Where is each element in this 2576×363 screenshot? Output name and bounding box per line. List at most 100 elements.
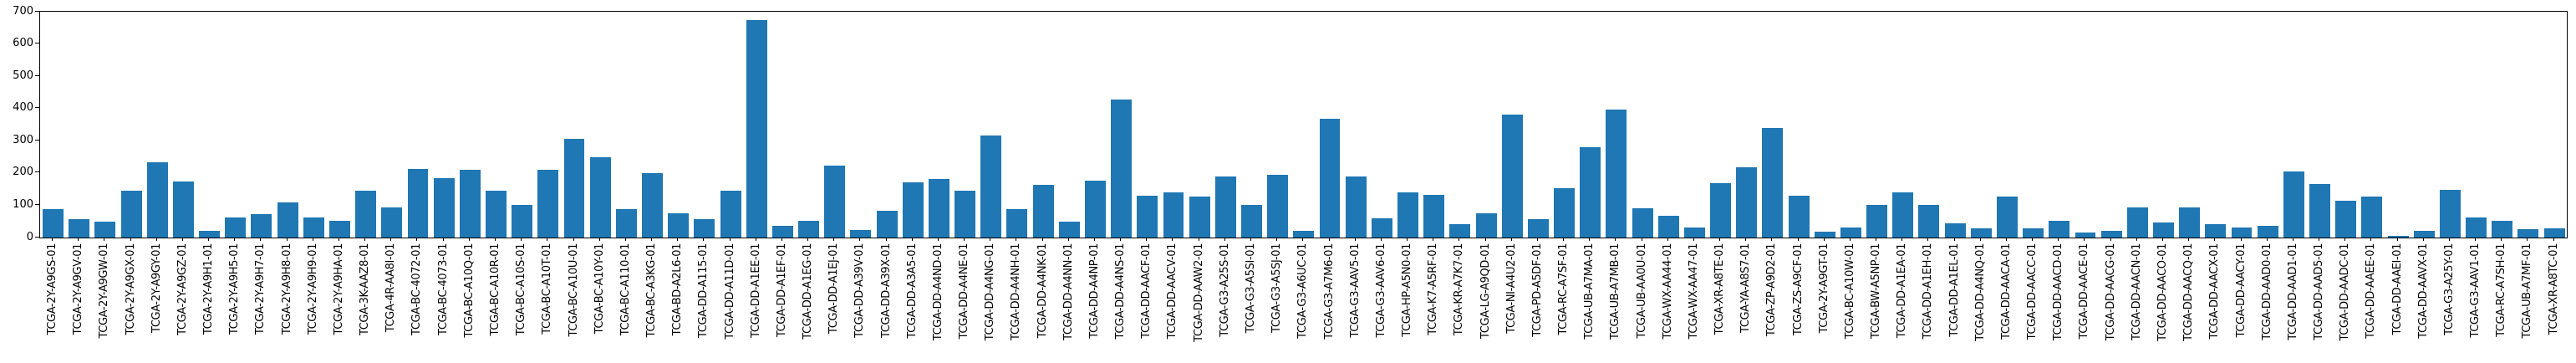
x-label-slot: TCGA-XR-A8TE-01 <box>1707 243 1733 362</box>
x-tick-label: TCGA-DD-A39X-01 <box>879 243 893 338</box>
bar-slot <box>92 12 118 238</box>
x-tick-slot <box>1420 238 1446 241</box>
bar <box>1736 166 1758 238</box>
bar <box>1501 115 1523 238</box>
x-tick-mark <box>1589 238 1591 241</box>
x-tick-mark <box>2501 238 2502 241</box>
bar-slot <box>119 12 145 238</box>
x-tick-label: TCGA-DD-A4NK-01 <box>1036 243 1049 339</box>
bar <box>486 190 507 238</box>
bar <box>94 221 116 238</box>
x-tick-mark <box>1797 238 1799 241</box>
x-label-slot: TCGA-DD-A1EL-01 <box>1942 243 1968 362</box>
x-tick-mark <box>1927 238 1929 241</box>
x-label-slot: TCGA-2Y-A9H1-01 <box>196 243 221 362</box>
x-label-slot: TCGA-NI-A4U2-01 <box>1499 243 1525 362</box>
x-tick-label: TCGA-DD-AACD-01 <box>2052 243 2065 341</box>
x-tick-label: TCGA-DD-A4NG-01 <box>984 243 997 341</box>
x-tick-slot <box>1863 238 1889 241</box>
x-label-slot: TCGA-DD-AAVX-01 <box>2411 243 2436 362</box>
bar <box>2517 228 2539 238</box>
bar-slot <box>2099 12 2125 238</box>
bar <box>1632 207 1653 238</box>
plot-area <box>39 11 2568 238</box>
bar-slot <box>1134 12 1160 238</box>
bar-slot <box>2046 12 2072 238</box>
x-label-slot: TCGA-DD-AACD-01 <box>2045 243 2071 362</box>
bar <box>2153 222 2174 238</box>
bar-slot <box>1447 12 1473 238</box>
x-tick-label: TCGA-G3-A7M6-01 <box>1322 243 1336 340</box>
x-tick-label: TCGA-DD-A11D-01 <box>723 243 736 340</box>
x-tick-label: TCGA-2Y-A9H7-01 <box>254 243 267 335</box>
x-tick-mark <box>859 238 861 241</box>
bar-slot <box>483 12 509 238</box>
x-tick-slot <box>769 238 795 241</box>
x-tick-label: TCGA-BC-A10Q-01 <box>462 243 476 338</box>
x-tick-slot <box>534 238 560 241</box>
x-tick-slot <box>1576 238 1602 241</box>
x-label-slot: TCGA-DD-AAEE-01 <box>2358 243 2384 362</box>
x-tick-mark <box>130 238 131 241</box>
x-tick-slot <box>873 238 899 241</box>
x-tick-mark <box>2136 238 2137 241</box>
bar <box>1423 194 1445 238</box>
x-tick-label: TCGA-DD-AACV-01 <box>1166 243 1179 340</box>
x-tick-slot <box>1733 238 1759 241</box>
x-label-slot: TCGA-2Y-A9GZ-01 <box>170 243 196 362</box>
x-tick-mark <box>521 238 522 241</box>
x-tick-slot <box>1133 238 1159 241</box>
x-tick-slot <box>1030 238 1056 241</box>
x-tick-label: TCGA-DD-A39V-01 <box>853 243 867 338</box>
x-tick-label: TCGA-BC-A10Y-01 <box>593 243 606 335</box>
x-tick-label: TCGA-DD-AAW2-01 <box>1192 243 1205 342</box>
x-tick-label: TCGA-UB-A7MB-01 <box>1609 243 1622 340</box>
x-label-slot: TCGA-YA-A8S7-01 <box>1733 243 1759 362</box>
bar-slot <box>2489 12 2515 238</box>
x-tick-label: TCGA-DD-A1EL-01 <box>1947 243 1961 337</box>
x-tick-slot <box>65 238 91 241</box>
x-tick-label: TCGA-DD-A4NP-01 <box>1087 243 1101 339</box>
x-label-slot: TCGA-DD-A115-01 <box>690 243 716 362</box>
x-tick-slot <box>1837 238 1863 241</box>
x-tick-label: TCGA-BW-A5NP-01 <box>1870 243 1883 340</box>
x-tick-mark <box>2448 238 2450 241</box>
bar-slot <box>275 12 301 238</box>
x-label-slot: TCGA-DD-A1EF-01 <box>769 243 795 362</box>
bar-slot <box>874 12 900 238</box>
bar <box>2075 232 2096 238</box>
x-tick-label: TCGA-DD-AAD1-01 <box>2286 243 2299 340</box>
x-tick-label: TCGA-DD-AAVX-01 <box>2416 243 2430 339</box>
x-tick-slot <box>2411 238 2436 241</box>
x-tick-mark <box>495 238 496 241</box>
x-tick-mark <box>181 238 183 241</box>
x-tick-mark <box>1276 238 1278 241</box>
bar-slot <box>2411 12 2437 238</box>
x-tick-mark <box>390 238 392 241</box>
x-tick-slot <box>1290 238 1316 241</box>
bar-slot <box>1499 12 1525 238</box>
bar <box>1345 176 1367 238</box>
x-label-slot: TCGA-BW-A5NP-01 <box>1863 243 1889 362</box>
bar <box>2231 228 2253 238</box>
bar-slot <box>535 12 561 238</box>
bar <box>2543 228 2565 238</box>
x-tick-slot <box>2280 238 2306 241</box>
bar-slot <box>2463 12 2489 238</box>
x-tick-slot <box>899 238 925 241</box>
x-tick-slot <box>1759 238 1784 241</box>
x-tick-slot <box>1186 238 1212 241</box>
x-tick-label: TCGA-DD-AACN-01 <box>2130 243 2143 341</box>
x-tick-mark <box>1693 238 1694 241</box>
x-tick-slot <box>196 238 221 241</box>
x-tick-mark <box>833 238 835 241</box>
bar <box>251 214 272 238</box>
bar-slot <box>822 12 848 238</box>
x-tick-mark <box>703 238 705 241</box>
bar-slot <box>2228 12 2254 238</box>
x-tick-label: TCGA-K7-A5RF-01 <box>1427 243 1440 335</box>
x-label-slot: TCGA-PD-A5DF-01 <box>1525 243 1550 362</box>
bar-slot <box>900 12 926 238</box>
bar <box>303 217 324 238</box>
x-tick-label: TCGA-BC-4072-01 <box>410 243 424 335</box>
